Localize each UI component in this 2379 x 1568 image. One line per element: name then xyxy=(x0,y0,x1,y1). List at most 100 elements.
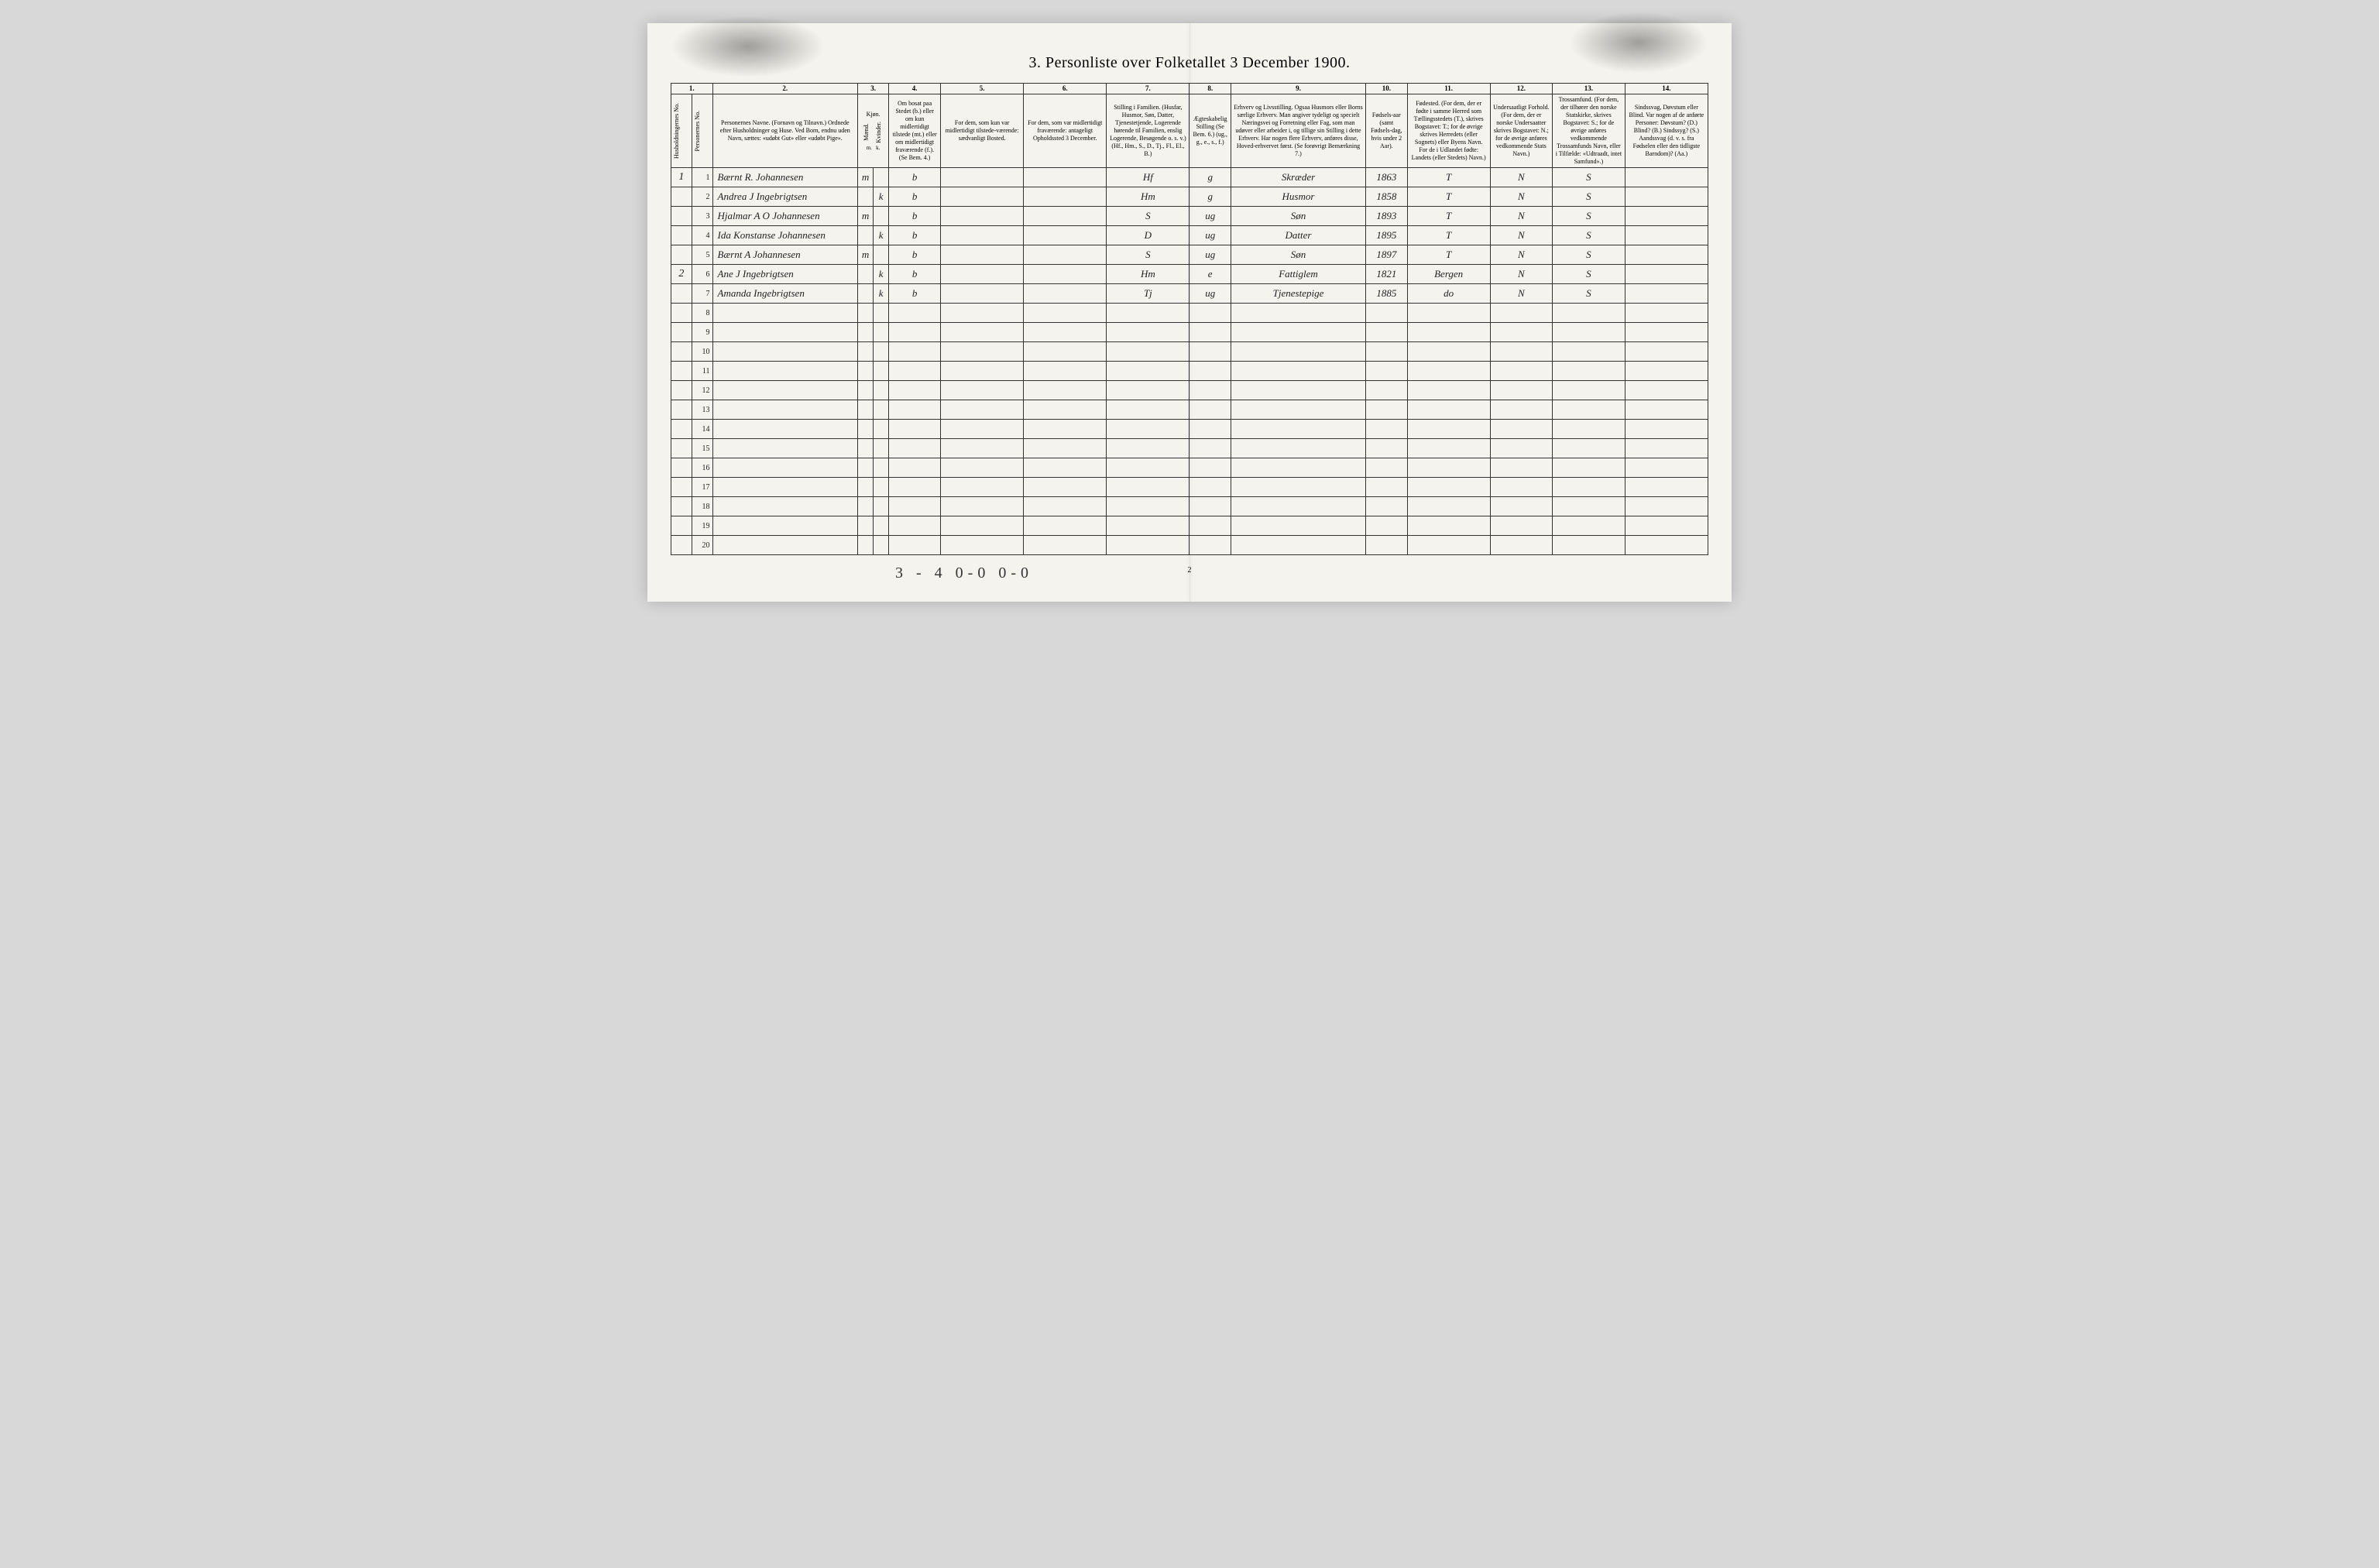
cell xyxy=(671,400,692,420)
cell-household xyxy=(671,187,692,207)
cell xyxy=(874,342,889,362)
cell-person-no: 20 xyxy=(692,536,712,555)
cell xyxy=(1625,304,1708,323)
cell-birthplace: T xyxy=(1407,245,1490,265)
col-num: 2. xyxy=(712,84,857,94)
cell xyxy=(874,497,889,516)
cell-residence: b xyxy=(889,284,941,304)
cell-male: m xyxy=(858,207,874,226)
cell xyxy=(1553,400,1625,420)
cell xyxy=(712,323,857,342)
footer-annotation: 3 - 4 0-0 0-0 xyxy=(895,564,1033,582)
cell xyxy=(1231,497,1365,516)
cell xyxy=(1190,323,1231,342)
cell-disability xyxy=(1625,187,1708,207)
cell xyxy=(1366,458,1408,478)
cell xyxy=(712,458,857,478)
cell xyxy=(712,381,857,400)
cell-temp-present xyxy=(941,245,1024,265)
cell-year: 1897 xyxy=(1366,245,1408,265)
cell xyxy=(1625,516,1708,536)
cell xyxy=(1553,516,1625,536)
cell-household: 2 xyxy=(671,265,692,284)
cell-disability xyxy=(1625,226,1708,245)
table-row-blank: 17 xyxy=(671,478,1708,497)
cell xyxy=(1107,362,1190,381)
cell xyxy=(1625,458,1708,478)
cell xyxy=(1024,381,1107,400)
col-num: 4. xyxy=(889,84,941,94)
cell xyxy=(858,439,874,458)
cell xyxy=(712,439,857,458)
cell-person-no: 2 xyxy=(692,187,712,207)
col-num: 12. xyxy=(1490,84,1552,94)
table-row-blank: 12 xyxy=(671,381,1708,400)
cell xyxy=(1407,420,1490,439)
cell xyxy=(671,381,692,400)
cell xyxy=(1190,439,1231,458)
cell xyxy=(1366,439,1408,458)
cell-family-pos: S xyxy=(1107,245,1190,265)
cell-marital: g xyxy=(1190,168,1231,187)
cell xyxy=(858,516,874,536)
table-row-blank: 18 xyxy=(671,497,1708,516)
cell xyxy=(1024,342,1107,362)
cell xyxy=(889,420,941,439)
cell xyxy=(941,400,1024,420)
cell xyxy=(1366,400,1408,420)
cell-male xyxy=(858,226,874,245)
cell xyxy=(889,536,941,555)
cell xyxy=(1407,536,1490,555)
cell-person-no: 6 xyxy=(692,265,712,284)
table-row: 2Andrea J IngebrigtsenkbHmgHusmor1858TNS xyxy=(671,187,1708,207)
cell xyxy=(1107,439,1190,458)
cell xyxy=(1366,536,1408,555)
col-num: 9. xyxy=(1231,84,1365,94)
cell xyxy=(1407,497,1490,516)
cell xyxy=(1024,323,1107,342)
cell xyxy=(712,497,857,516)
cell-residence: b xyxy=(889,187,941,207)
cell-temp-present xyxy=(941,168,1024,187)
cell-person-no: 14 xyxy=(692,420,712,439)
table-row-blank: 10 xyxy=(671,342,1708,362)
cell-year: 1858 xyxy=(1366,187,1408,207)
cell xyxy=(1553,420,1625,439)
cell xyxy=(874,458,889,478)
col-num: 14. xyxy=(1625,84,1708,94)
cell-temp-absent xyxy=(1024,226,1107,245)
cell xyxy=(1024,362,1107,381)
cell-male xyxy=(858,284,874,304)
table-row-blank: 8 xyxy=(671,304,1708,323)
table-row-blank: 13 xyxy=(671,400,1708,420)
cell xyxy=(1107,304,1190,323)
cell xyxy=(1190,381,1231,400)
cell xyxy=(1625,342,1708,362)
cell xyxy=(1107,323,1190,342)
cell xyxy=(1231,323,1365,342)
cell-family-pos: Tj xyxy=(1107,284,1190,304)
header-marital: Ægteskabelig Stilling (Se Bem. 6.) (ug.,… xyxy=(1190,94,1231,168)
cell xyxy=(671,420,692,439)
cell xyxy=(1407,362,1490,381)
cell-person-no: 12 xyxy=(692,381,712,400)
cell-religion: S xyxy=(1553,245,1625,265)
cell-nationality: N xyxy=(1490,226,1552,245)
cell-person-no: 19 xyxy=(692,516,712,536)
cell xyxy=(889,304,941,323)
cell xyxy=(1490,381,1552,400)
table-row-blank: 14 xyxy=(671,420,1708,439)
cell xyxy=(874,323,889,342)
cell-family-pos: Hm xyxy=(1107,265,1190,284)
table-row-blank: 15 xyxy=(671,439,1708,458)
cell-birthplace: do xyxy=(1407,284,1490,304)
cell xyxy=(1553,439,1625,458)
cell xyxy=(1407,458,1490,478)
cell xyxy=(858,381,874,400)
cell-temp-absent xyxy=(1024,207,1107,226)
cell-marital: ug xyxy=(1190,226,1231,245)
cell-birthplace: T xyxy=(1407,207,1490,226)
cell-female: k xyxy=(874,187,889,207)
cell xyxy=(1190,458,1231,478)
cell xyxy=(1190,400,1231,420)
